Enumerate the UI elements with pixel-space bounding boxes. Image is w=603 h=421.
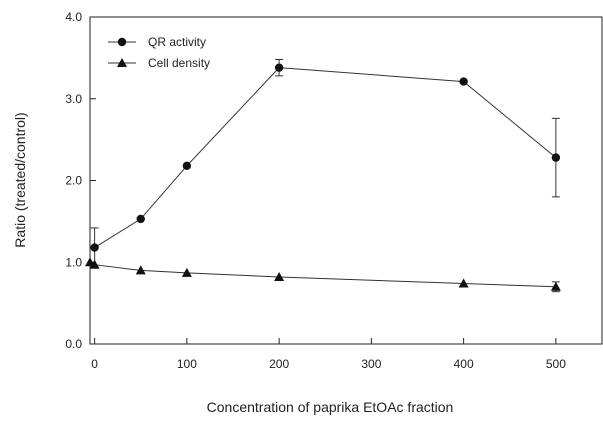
- legend-marker-cell-density: [117, 58, 127, 67]
- data-point-cell-density: [135, 265, 146, 275]
- series-cell-density: [85, 257, 561, 293]
- legend: QR activity Cell density: [108, 35, 210, 70]
- data-point-cell-density: [274, 271, 285, 281]
- legend-item-cell-density: Cell density: [108, 56, 210, 70]
- legend-label-cell-density: Cell density: [148, 56, 210, 70]
- data-point-cell-density: [550, 281, 561, 291]
- y-tick-label: 1.0: [65, 255, 82, 269]
- data-point-cell-density: [458, 278, 469, 288]
- x-tick-label: 400: [454, 357, 474, 371]
- data-point-qr-activity: [551, 153, 561, 162]
- legend-item-qr-activity: QR activity: [108, 35, 206, 49]
- data-point-qr-activity: [182, 161, 192, 170]
- x-tick-label: 200: [269, 357, 289, 371]
- x-tick-label: 300: [361, 357, 381, 371]
- x-tick-label: 500: [546, 357, 566, 371]
- x-tick-label: 100: [177, 357, 197, 371]
- y-axis-label: Ratio (treated/control): [12, 112, 28, 247]
- y-tick-label: 4.0: [65, 10, 82, 24]
- legend-marker-qr-activity: [117, 37, 127, 47]
- data-point-cell-density: [181, 267, 192, 277]
- axes: 0.0 1.0 2.0 3.0 4.0 0 100 200 300 400 500: [65, 10, 566, 371]
- series-line-qr-activity: [94, 67, 557, 248]
- y-tick-label: 2.0: [65, 174, 82, 188]
- legend-label-qr-activity: QR activity: [148, 35, 206, 49]
- x-tick-label: 0: [91, 357, 98, 371]
- y-tick-label: 0.0: [65, 337, 82, 351]
- series-line-cell-density: [89, 261, 556, 288]
- x-axis-label: Concentration of paprika EtOAc fraction: [207, 399, 454, 415]
- data-point-qr-activity: [459, 77, 468, 86]
- data-point-qr-activity: [136, 214, 145, 224]
- data-point-qr-activity: [90, 243, 99, 252]
- series-layer: [85, 59, 561, 293]
- y-tick-label: 3.0: [65, 92, 82, 106]
- data-point-cell-density: [89, 259, 100, 269]
- series-qr-activity: [90, 59, 561, 268]
- data-point-qr-activity: [274, 63, 284, 72]
